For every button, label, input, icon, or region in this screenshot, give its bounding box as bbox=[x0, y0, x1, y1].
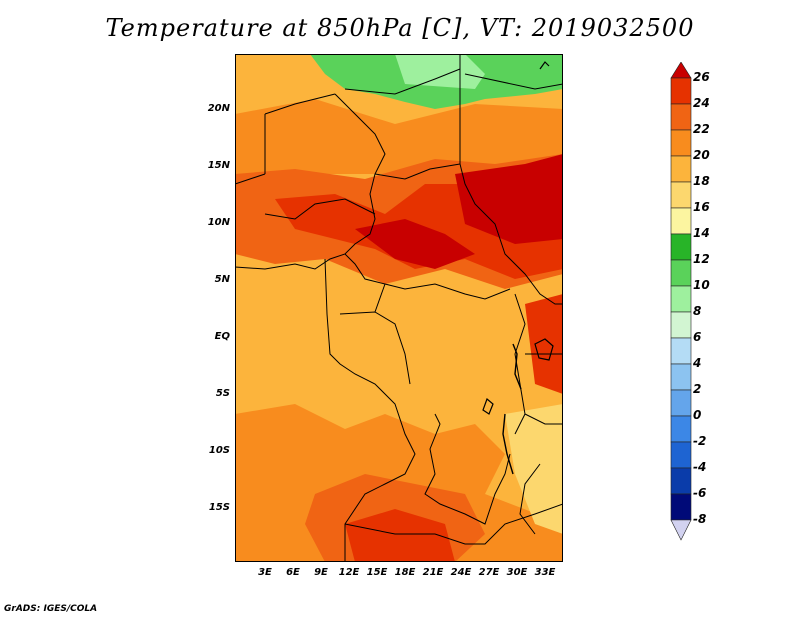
colorbar-label: 20 bbox=[693, 148, 710, 162]
lat-tick-label: 20N bbox=[207, 103, 230, 114]
colorbar-swatch bbox=[670, 103, 692, 131]
colorbar-label: 8 bbox=[693, 304, 702, 318]
lat-tick-label: 5S bbox=[215, 388, 230, 399]
lon-tick-label: 3E bbox=[258, 567, 272, 578]
colorbar-swatch bbox=[670, 337, 692, 365]
cool-east-africa bbox=[505, 404, 563, 534]
colorbar-swatch bbox=[670, 493, 692, 521]
colorbar-swatch bbox=[670, 285, 692, 313]
colorbar-label: 24 bbox=[693, 96, 710, 110]
colorbar-label: -4 bbox=[693, 460, 707, 474]
colorbar-label: 14 bbox=[693, 226, 710, 240]
lon-tick-label: 21E bbox=[422, 567, 444, 578]
colorbar-label: 22 bbox=[693, 122, 710, 136]
plot-title: Temperature at 850hPa [C], VT: 201903250… bbox=[105, 14, 695, 42]
lon-tick-label: 24E bbox=[450, 567, 472, 578]
lat-tick-label: 10S bbox=[208, 445, 230, 456]
colorbar-swatch bbox=[670, 311, 692, 339]
colorbar-swatch bbox=[670, 129, 692, 157]
colorbar-swatch bbox=[670, 233, 692, 261]
colorbar-swatch bbox=[670, 363, 692, 391]
colorbar-swatch bbox=[670, 467, 692, 495]
country-borders bbox=[235, 54, 563, 562]
lat-tick-label: 5N bbox=[214, 274, 230, 285]
colorbar-label: -6 bbox=[693, 486, 707, 500]
colorbar-swatch bbox=[670, 77, 692, 105]
colorbar-swatch bbox=[670, 207, 692, 235]
colorbar-swatch bbox=[670, 441, 692, 469]
colorbar-label: -2 bbox=[693, 434, 707, 448]
colorbar-swatch bbox=[670, 155, 692, 183]
colorbar-label: 16 bbox=[693, 200, 710, 214]
colorbar-label: 0 bbox=[693, 408, 702, 422]
lat-tick-label: 15N bbox=[207, 160, 230, 171]
hottest-south bbox=[345, 509, 455, 562]
colorbar-swatch bbox=[670, 389, 692, 417]
lon-tick-label: 9E bbox=[314, 567, 328, 578]
colorbar-swatch bbox=[670, 62, 692, 79]
warm-band-north bbox=[235, 99, 563, 174]
lon-tick-label: 30E bbox=[506, 567, 528, 578]
colorbar-label: 10 bbox=[693, 278, 710, 292]
lat-tick-label: 15S bbox=[208, 502, 230, 513]
lat-tick-label: 10N bbox=[207, 217, 230, 228]
lon-tick-label: 15E bbox=[366, 567, 388, 578]
colorbar-label: 6 bbox=[693, 330, 702, 344]
temperature-map bbox=[235, 54, 563, 562]
lon-tick-label: 18E bbox=[394, 567, 416, 578]
colorbar-swatch bbox=[670, 519, 692, 541]
colorbar-swatch bbox=[670, 415, 692, 443]
lat-tick-label: EQ bbox=[214, 331, 230, 342]
colorbar-label: 26 bbox=[693, 70, 710, 84]
colorbar-label: -8 bbox=[693, 512, 707, 526]
lon-tick-label: 27E bbox=[478, 567, 500, 578]
light-green-region bbox=[395, 54, 485, 89]
colorbar-label: 12 bbox=[693, 252, 710, 266]
colorbar-swatch bbox=[670, 181, 692, 209]
colorbar-label: 4 bbox=[693, 356, 702, 370]
hottest-core-sudan bbox=[455, 154, 563, 244]
colorbar-label: 18 bbox=[693, 174, 710, 188]
lon-tick-label: 6E bbox=[286, 567, 300, 578]
hot-east-coast bbox=[525, 294, 563, 394]
lon-tick-label: 12E bbox=[338, 567, 360, 578]
colorbar-swatch bbox=[670, 259, 692, 287]
colorbar-label: 2 bbox=[693, 382, 702, 396]
hottest-core-nigeria bbox=[355, 219, 475, 269]
colorbar bbox=[670, 62, 692, 541]
lon-tick-label: 33E bbox=[534, 567, 556, 578]
grads-credit: GrADS: IGES/COLA bbox=[4, 604, 98, 614]
